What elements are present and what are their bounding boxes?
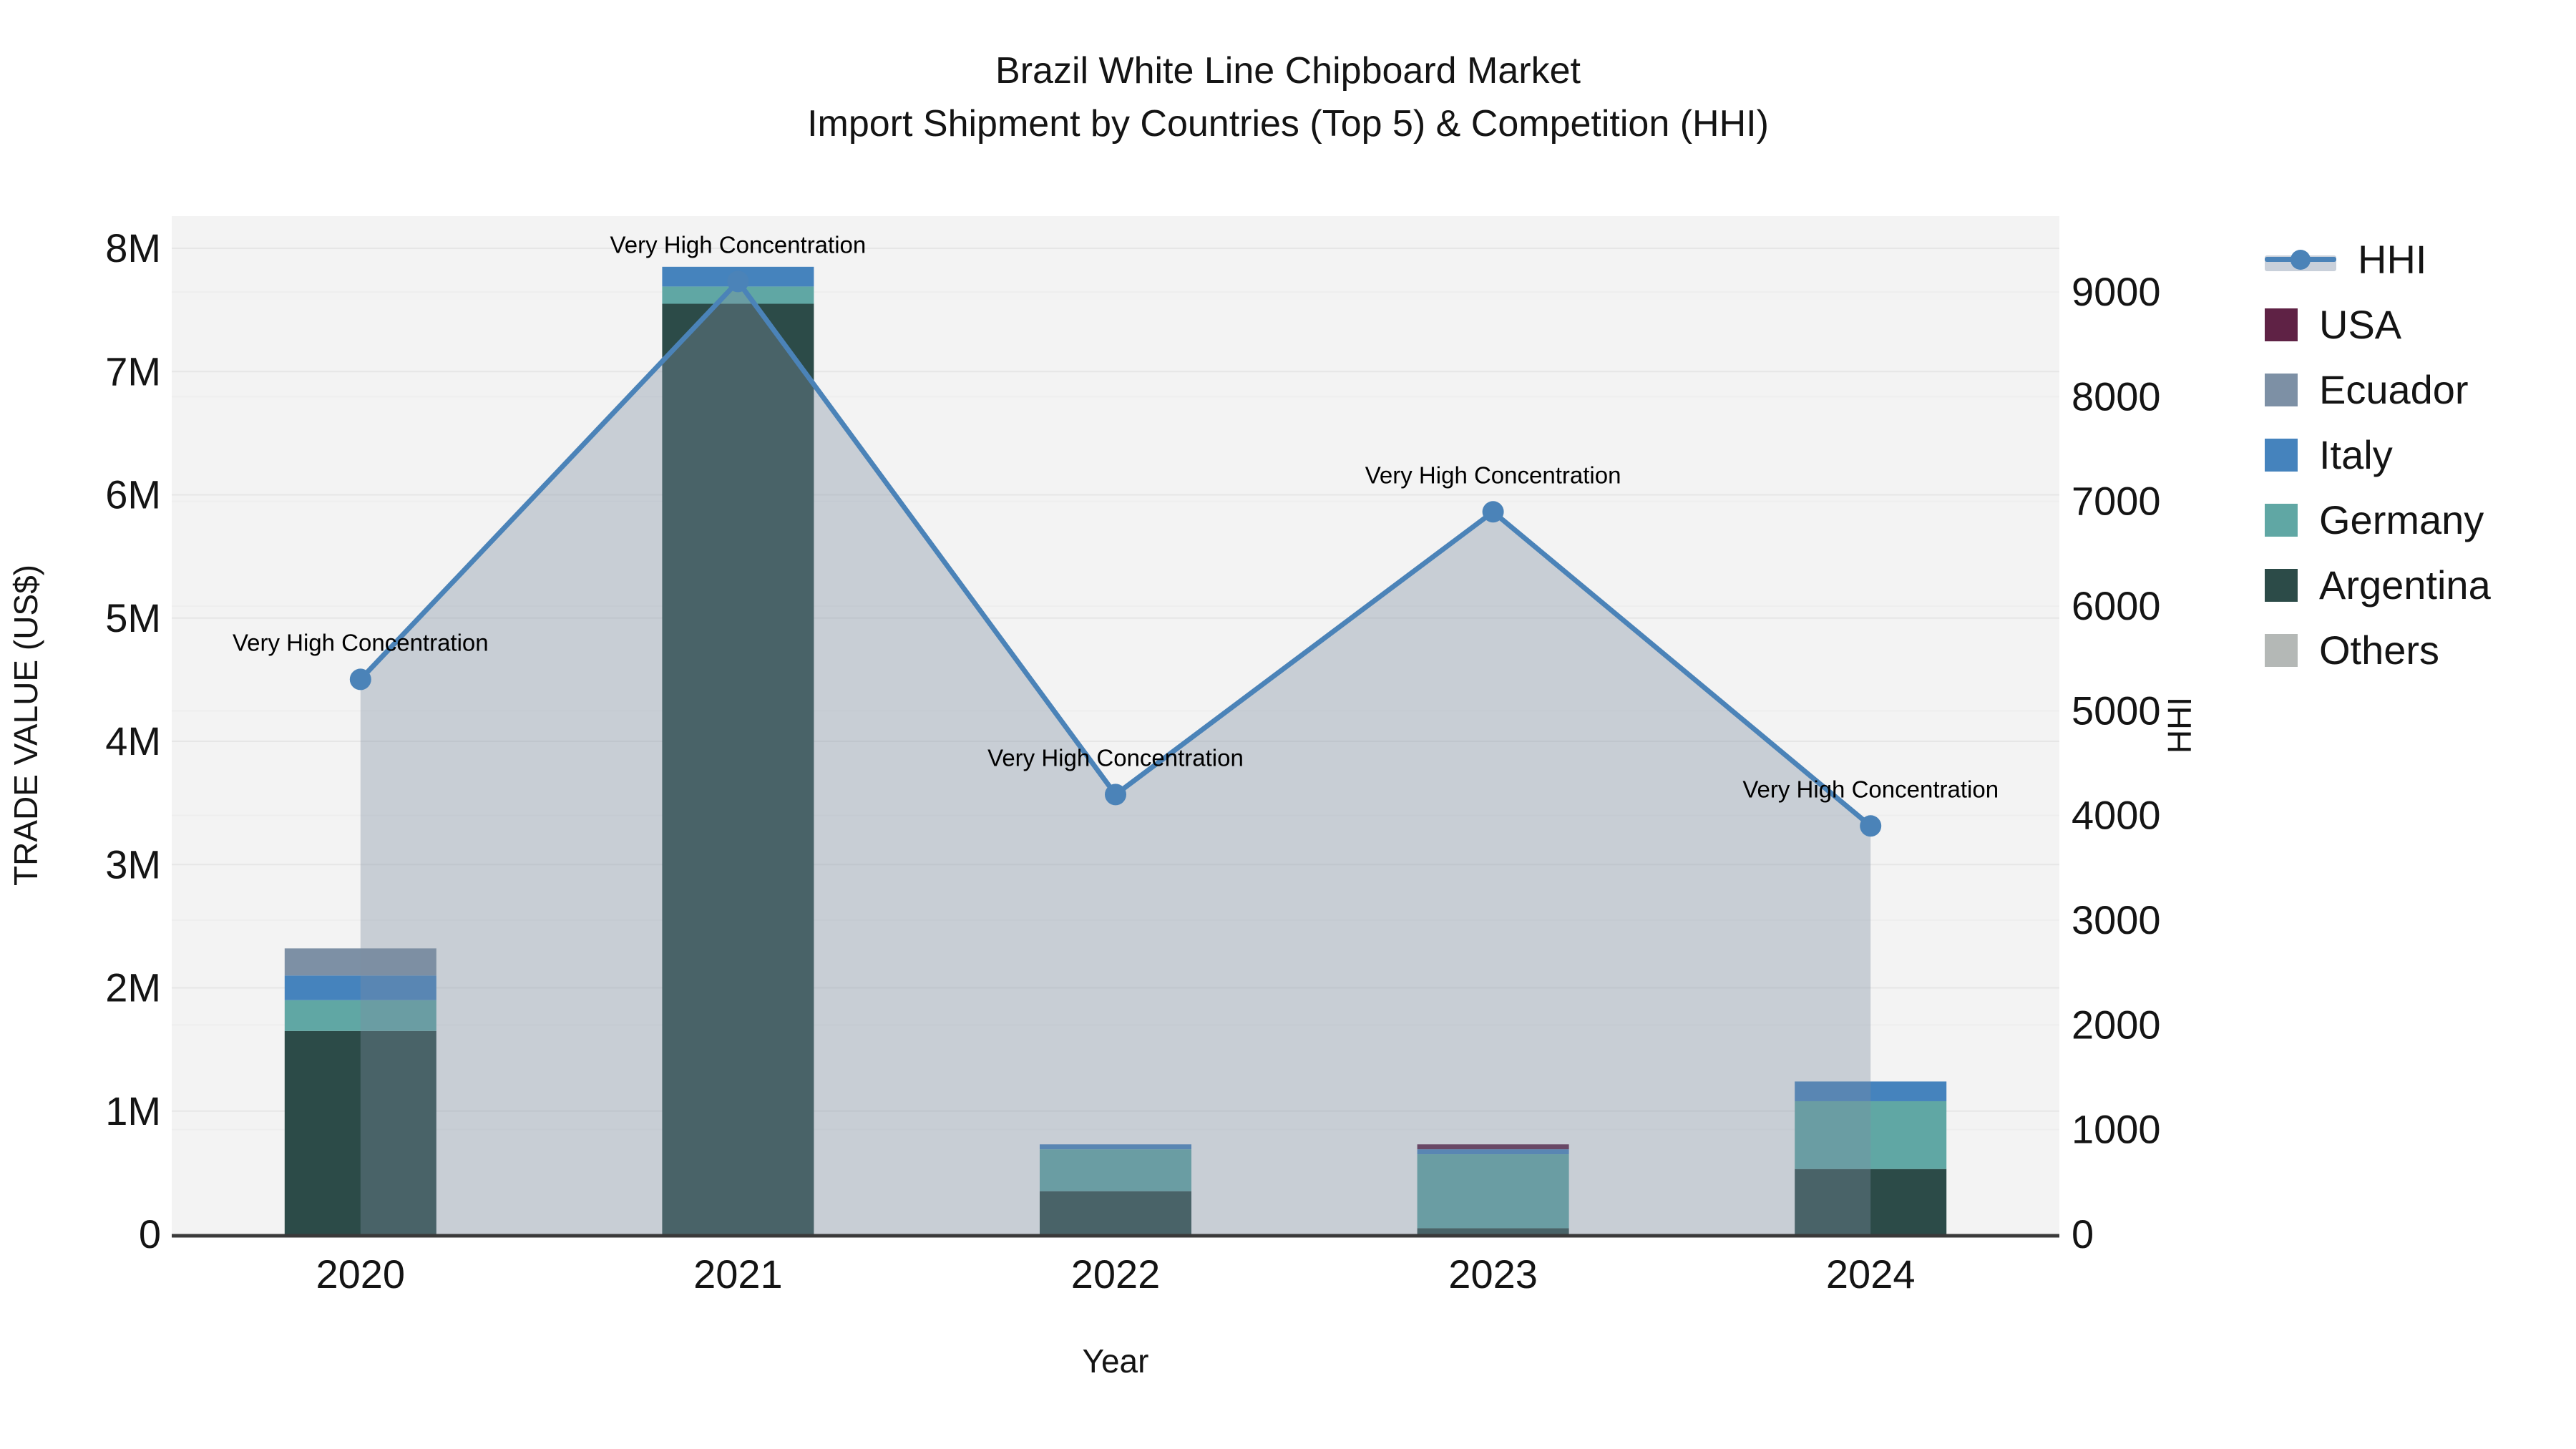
x-tick-2023: 2023 [1448, 1252, 1538, 1297]
x-tick-2024: 2024 [1826, 1252, 1916, 1297]
bar-segment-argentina-2022 [1040, 1191, 1191, 1234]
bar-segment-ecuador-2020 [284, 948, 436, 976]
y-right-tick-1000: 1000 [2072, 1107, 2161, 1152]
plot-background [172, 216, 2059, 1234]
hhi-sample-dot [2290, 249, 2311, 270]
hhi-marker-2021 [727, 270, 749, 293]
y-right-tick-9000: 9000 [2072, 269, 2161, 314]
bar-segment-italy-2022 [1040, 1144, 1191, 1150]
x-tick-2021: 2021 [693, 1252, 783, 1297]
x-tick-2022: 2022 [1071, 1252, 1161, 1297]
y-left-tick-1M: 1M [105, 1088, 161, 1133]
annotation-2022: Very High Concentration [987, 744, 1244, 771]
chart-title: Brazil White Line Chipboard Market Impor… [0, 44, 2576, 150]
legend-item-argentina: Argentina [2265, 562, 2572, 608]
legend-label-italy: Italy [2319, 432, 2393, 477]
bar-segment-argentina-2020 [284, 1030, 436, 1234]
bar-segment-germany-2023 [1417, 1154, 1569, 1229]
annotation-2021: Very High Concentration [610, 231, 867, 258]
hhi-marker-2023 [1482, 501, 1504, 523]
x-axis-label: Year [1083, 1342, 1149, 1380]
legend-label-others: Others [2319, 628, 2440, 673]
chart-title-line2: Import Shipment by Countries (Top 5) & C… [807, 103, 1769, 145]
bar-segment-argentina-2024 [1795, 1169, 1947, 1234]
annotation-2024: Very High Concentration [1742, 776, 1999, 802]
legend: HHI USA Ecuador Italy Germany Argentina Others [2265, 236, 2572, 673]
legend-label-usa: USA [2319, 302, 2402, 347]
bar-segment-germany-2022 [1040, 1149, 1191, 1191]
bar-segment-italy-2024 [1795, 1081, 1947, 1101]
chart-title-line1: Brazil White Line Chipboard Market [995, 50, 1581, 92]
bar-segment-italy-2020 [284, 975, 436, 1000]
legend-label-argentina: Argentina [2319, 562, 2491, 608]
y-right-tick-7000: 7000 [2072, 479, 2161, 524]
legend-swatch-usa [2265, 308, 2298, 341]
annotation-2020: Very High Concentration [233, 629, 489, 655]
y-right-tick-8000: 8000 [2072, 374, 2161, 419]
y-left-tick-5M: 5M [105, 595, 161, 640]
y-left-tick-7M: 7M [105, 348, 161, 394]
y-right-tick-6000: 6000 [2072, 583, 2161, 628]
legend-swatch-italy [2265, 438, 2298, 472]
bar-segment-germany-2024 [1795, 1101, 1947, 1169]
legend-label-ecuador: Ecuador [2319, 367, 2469, 412]
y-right-axis-label: HHI [2161, 697, 2198, 753]
bar-segment-argentina-2023 [1417, 1228, 1569, 1234]
legend-item-hhi: HHI [2265, 236, 2572, 283]
legend-item-ecuador: Ecuador [2265, 366, 2572, 413]
bar-segment-italy-2023 [1417, 1149, 1569, 1155]
legend-label-germany: Germany [2319, 497, 2484, 542]
hhi-marker-2024 [1860, 815, 1882, 837]
bar-segment-germany-2020 [284, 1000, 436, 1031]
y-left-axis-label: TRADE VALUE (US$) [7, 565, 44, 886]
legend-label-hhi: HHI [2358, 237, 2427, 282]
y-left-tick-8M: 8M [105, 225, 161, 270]
legend-swatch-ecuador [2265, 373, 2298, 406]
legend-item-germany: Germany [2265, 497, 2572, 543]
legend-item-italy: Italy [2265, 431, 2572, 478]
y-right-tick-4000: 4000 [2072, 793, 2161, 838]
legend-item-usa: USA [2265, 301, 2572, 348]
bar-segment-argentina-2021 [662, 303, 814, 1235]
y-left-tick-0: 0 [139, 1211, 161, 1257]
hhi-line-sample-icon [2265, 245, 2336, 274]
y-left-tick-3M: 3M [105, 841, 161, 887]
hhi-marker-2020 [349, 668, 371, 691]
legend-swatch-germany [2265, 503, 2298, 537]
y-left-tick-6M: 6M [105, 472, 161, 517]
x-tick-2020: 2020 [316, 1252, 406, 1297]
y-left-tick-2M: 2M [105, 965, 161, 1010]
y-left-tick-4M: 4M [105, 718, 161, 763]
annotation-2023: Very High Concentration [1365, 462, 1621, 488]
legend-swatch-argentina [2265, 568, 2298, 602]
hhi-marker-2022 [1105, 784, 1126, 806]
y-right-tick-0: 0 [2072, 1211, 2094, 1257]
y-right-tick-2000: 2000 [2072, 1002, 2161, 1047]
legend-item-others: Others [2265, 627, 2572, 673]
legend-swatch-others [2265, 633, 2298, 667]
y-right-tick-3000: 3000 [2072, 897, 2161, 942]
y-right-tick-5000: 5000 [2072, 688, 2161, 733]
bar-segment-usa-2023 [1417, 1144, 1569, 1150]
